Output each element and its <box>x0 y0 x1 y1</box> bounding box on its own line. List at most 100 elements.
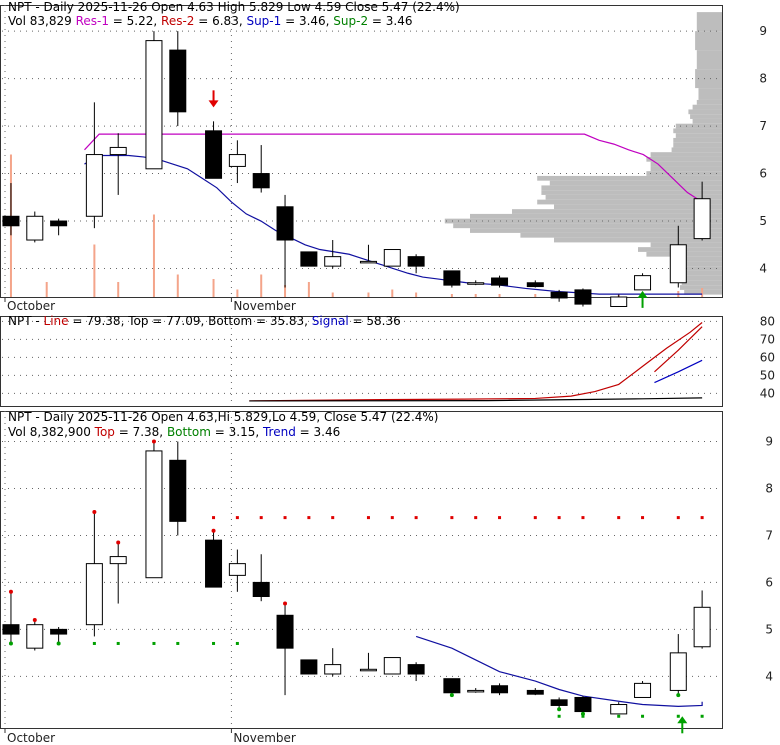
top-dot <box>390 516 394 520</box>
price-ytick-label: 8 <box>759 72 767 86</box>
pivot-high-dot <box>151 439 156 444</box>
price-header-line2-part-3: Res-2 <box>161 14 194 28</box>
sup-line <box>84 154 703 295</box>
lower-header-line2-part-3: Bottom <box>167 425 211 439</box>
volume-profile-bar <box>537 175 722 181</box>
candle-up <box>693 198 711 240</box>
volume-profile-bar <box>470 228 722 233</box>
indicator-series-2 <box>654 359 703 384</box>
lower-header-line2-part-1: Top <box>94 425 115 439</box>
candle-down <box>252 173 270 189</box>
volume-profile-bar <box>695 69 722 89</box>
top-dot <box>474 516 478 520</box>
res-line <box>84 133 703 203</box>
indicator-header-part-2: = 79.38, Top = 77.09, Bottom = 35.83, <box>69 314 312 328</box>
pivot-high-dot <box>92 509 97 514</box>
candle-up <box>324 256 342 267</box>
volume-profile-bar <box>692 118 722 124</box>
lower-header-line2-part-5: Trend <box>262 425 296 439</box>
top-dot <box>366 516 370 520</box>
pivot-high-dot <box>211 528 216 533</box>
top-dot <box>259 516 263 520</box>
candle-down <box>50 220 68 227</box>
price-header-line1: NPT - Daily 2025-11-26 Open 4.63 High 5.… <box>8 0 460 14</box>
volume-profile-bar <box>541 185 722 191</box>
indicator-header-part-4: = 58.36 <box>349 314 401 328</box>
pivot-low-dot <box>449 693 454 698</box>
bottom-dot <box>641 714 645 718</box>
lower-candle-down <box>50 628 68 635</box>
volume-bar <box>307 282 310 297</box>
volume-bar <box>415 292 418 297</box>
volume-profile-bar <box>681 280 722 286</box>
bottom-dot <box>212 641 216 645</box>
bottom-dot <box>235 641 239 645</box>
lower-header-line2-part-4: = 3.15, <box>211 425 263 439</box>
price-ytick-label: 7 <box>759 119 767 133</box>
volume-bar <box>450 294 453 297</box>
volume-profile-bar <box>673 128 722 134</box>
candle-up <box>26 215 44 241</box>
bottom-dot <box>557 714 561 718</box>
price-header-line2-part-1: Res-1 <box>76 14 109 28</box>
top-dot <box>676 516 680 520</box>
lower-candle-up <box>634 682 652 698</box>
lower-candle-down <box>169 459 187 522</box>
volume-profile-bar <box>470 213 722 219</box>
bottom-dot <box>581 714 585 718</box>
volume-profile-bar <box>520 232 722 238</box>
lower-candle-up <box>109 556 127 565</box>
candle-down <box>407 256 425 267</box>
candle-down <box>443 270 461 286</box>
indicator-header-part-1: Line <box>44 314 69 328</box>
candle-down <box>526 282 544 288</box>
lower-candle-down <box>205 539 223 588</box>
bottom-dot <box>152 641 156 645</box>
bottom-dot <box>700 714 704 718</box>
pivot-high-dot <box>8 589 13 594</box>
price-ytick-label: 5 <box>759 214 767 228</box>
price-ytick-label: 6 <box>759 167 767 181</box>
volume-profile-bar <box>554 204 722 210</box>
candle-down <box>491 277 509 286</box>
month-label: October <box>7 299 55 313</box>
price-header-line2-part-4: = 6.83, <box>194 14 246 28</box>
lower-ytick-label: 9 <box>765 435 773 449</box>
pivot-high-dot <box>116 540 121 545</box>
lower-candle-down <box>574 696 592 713</box>
lower-month-label: November <box>233 731 295 745</box>
bottom-dot <box>116 641 120 645</box>
pivot-high-dot <box>283 601 288 606</box>
volume-profile-bar <box>671 147 722 153</box>
volume-profile-bar <box>549 180 722 186</box>
volume-bar <box>236 289 239 297</box>
pivot-low-dot <box>676 693 681 698</box>
top-dot <box>331 516 335 520</box>
lower-candle-down <box>491 685 509 694</box>
volume-profile-bar <box>646 156 722 162</box>
volume-bar <box>152 214 155 297</box>
lower-candle-up <box>324 664 342 675</box>
buy-arrow-head <box>637 290 648 298</box>
lower-candle-up <box>145 450 163 579</box>
volume-profile-bar <box>680 285 722 290</box>
candle-down <box>2 215 20 227</box>
volume-profile-bar <box>444 218 722 224</box>
pivot-high-dot <box>32 617 37 622</box>
lower-candle-up <box>610 704 628 715</box>
indicator-header-part-3: Signal <box>312 314 349 328</box>
price-header-line2-part-8: = 3.46 <box>368 14 412 28</box>
volume-profile-bar <box>695 31 722 51</box>
lower-candle-up <box>228 563 246 576</box>
volume-profile-bar <box>453 223 722 229</box>
volume-bar <box>534 294 537 297</box>
lower-ytick-label: 8 <box>765 481 773 495</box>
pivot-low-dot <box>56 641 61 646</box>
candle-up <box>85 154 103 217</box>
sell-arrow-head <box>208 100 219 108</box>
lower-candle-up <box>85 563 103 626</box>
indicator-ytick-label: 70 <box>760 332 775 346</box>
volume-profile-bar <box>646 171 722 176</box>
price-header-line2-part-6: = 3.46, <box>281 14 333 28</box>
